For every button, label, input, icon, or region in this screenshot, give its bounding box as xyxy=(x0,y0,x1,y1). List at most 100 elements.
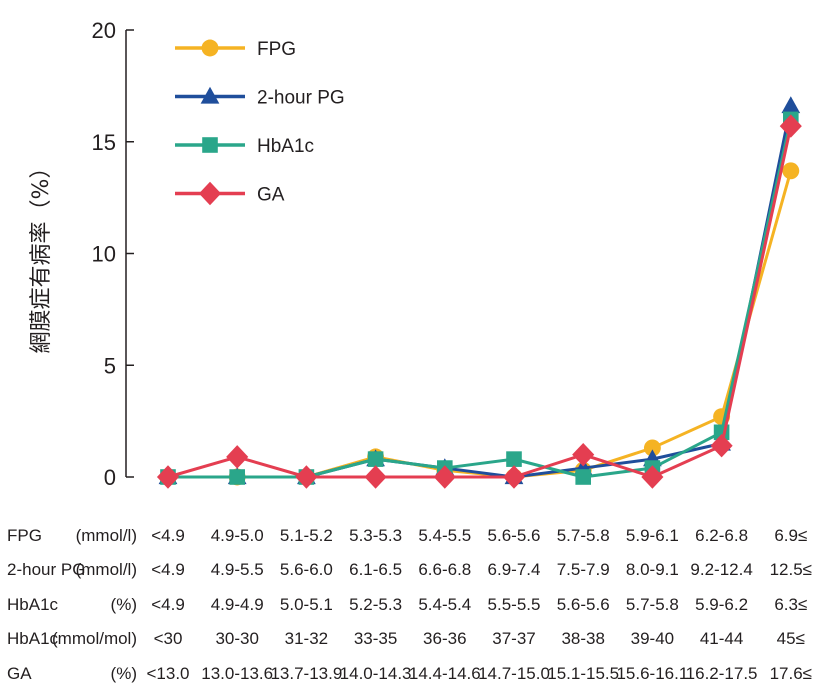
data-point xyxy=(782,162,800,180)
series-hba1c xyxy=(160,111,799,485)
table-cell: 5.0-5.1 xyxy=(279,594,333,614)
table-cell: 5.2-5.3 xyxy=(349,594,403,614)
legend-label: FPG xyxy=(257,39,296,60)
y-tick-label: 15 xyxy=(92,130,116,155)
table-cell: 4.9-5.0 xyxy=(210,526,264,545)
table-cell: 15.6-16.1 xyxy=(616,663,689,683)
legend-label: GA xyxy=(257,185,285,206)
table-cell: 5.1-5.2 xyxy=(279,526,333,545)
series-ga xyxy=(156,114,802,489)
data-point xyxy=(643,439,661,457)
y-tick-label: 10 xyxy=(92,242,116,267)
row-label: HbA1c xyxy=(7,629,59,649)
data-point xyxy=(367,451,384,467)
table-cell: 5.4-5.4 xyxy=(418,594,472,614)
table-cell: 5.4-5.5 xyxy=(418,526,472,545)
table-cell: 5.9-6.1 xyxy=(625,526,679,545)
table-cell: 41-44 xyxy=(699,629,744,649)
data-point xyxy=(433,465,456,489)
row-unit: (%) xyxy=(110,594,137,614)
table-cell: 14.0-14.3 xyxy=(339,663,412,683)
table-row: HbA1c (mmol/mol) <30 30-30 31-32 33-35 36-36 37… xyxy=(0,623,838,655)
table-cell: 13.0-13.6 xyxy=(201,663,274,683)
table-cell: 4.9-5.5 xyxy=(210,560,264,580)
table-cell: 38-38 xyxy=(561,629,605,649)
series-layer xyxy=(156,96,802,489)
table-cell: <4.9 xyxy=(151,594,185,614)
table-cell: 31-32 xyxy=(284,629,329,649)
legend-entry: GA xyxy=(175,181,285,206)
table-cell: <4.9 xyxy=(151,560,185,580)
table-cell: 6.1-6.5 xyxy=(349,560,403,580)
legend-marker xyxy=(200,86,220,104)
retinopathy-line-chart: 0 5 10 15 20 網膜症有病率（%） FPG 2-hour PG HbA1c GA xyxy=(29,18,802,490)
legend-label: HbA1c xyxy=(257,136,314,157)
legend-entry: HbA1c xyxy=(175,136,314,157)
data-point xyxy=(229,469,245,485)
row-unit: (%) xyxy=(110,663,137,683)
series-line xyxy=(167,125,793,479)
data-point xyxy=(779,114,802,138)
table-cell: 5.9-6.2 xyxy=(695,594,749,614)
chart-axes: 0 5 10 15 20 xyxy=(92,18,134,490)
table-cell: 5.6-6.0 xyxy=(279,560,333,580)
data-point xyxy=(641,465,664,489)
data-point xyxy=(156,465,180,489)
data-point xyxy=(781,96,801,114)
table-cell: 6.2-6.8 xyxy=(695,526,749,545)
y-tick-label: 5 xyxy=(104,353,116,378)
row-unit: (mmol/l) xyxy=(75,560,137,580)
y-axis-label: 網膜症有病率（%） xyxy=(29,157,54,354)
table-cell: 45≤ xyxy=(776,629,805,649)
row-unit: (mmol/mol) xyxy=(52,629,137,649)
data-point xyxy=(295,465,318,489)
table-cell: 16.2-17.5 xyxy=(685,663,758,683)
row-label: GA xyxy=(7,663,32,683)
legend-label: 2-hour PG xyxy=(257,88,345,109)
table-cell: 14.7-15.0 xyxy=(478,663,550,683)
legend-entry: 2-hour PG xyxy=(175,86,345,109)
series-line xyxy=(168,119,793,479)
table-row: FPG (mmol/l) <4.9 4.9-5.0 5.1-5.2 5.3-5.3 5.4-… xyxy=(0,520,838,552)
table-cell: 15.1-15.5 xyxy=(547,663,620,683)
table-cell: <13.0 xyxy=(146,663,190,683)
table-cell: 37-37 xyxy=(492,629,536,649)
table-row: 2-hour PG (mmol/l) <4.9 4.9-5.5 5.6-6.0 6.1-6… xyxy=(0,554,838,586)
table-cell: 5.5-5.5 xyxy=(487,594,541,614)
data-point xyxy=(364,465,387,489)
y-tick-label: 0 xyxy=(104,465,116,490)
table-cell: 5.6-5.6 xyxy=(487,526,541,545)
table-cell: 6.9≤ xyxy=(774,526,808,545)
table-cell: 5.6-5.6 xyxy=(556,594,610,614)
y-tick-label: 20 xyxy=(92,18,116,43)
data-point xyxy=(226,445,249,469)
table-cell: 7.5-7.9 xyxy=(556,560,610,580)
table-cell: 4.9-4.9 xyxy=(210,594,264,614)
legend-entry: FPG xyxy=(175,39,296,60)
data-point xyxy=(575,469,591,485)
data-point xyxy=(710,434,733,458)
table-cell: 14.4-14.6 xyxy=(408,663,481,683)
row-label: 2-hour PG xyxy=(7,560,86,580)
table-cell: <30 xyxy=(153,629,183,649)
table-cell: 36-36 xyxy=(423,629,467,649)
table-row: GA (%) <13.0 13.0-13.6 13.7-13.9 14.0-14.3 14.… xyxy=(0,658,838,690)
legend-marker xyxy=(202,137,218,153)
data-point xyxy=(502,465,526,489)
table-cell: 12.5≤ xyxy=(769,560,813,580)
table-cell: 5.7-5.8 xyxy=(625,594,679,614)
table-cell: 13.7-13.9 xyxy=(270,663,343,683)
table-cell: 6.9-7.4 xyxy=(487,560,541,580)
legend: FPG 2-hour PG HbA1c GA xyxy=(175,39,345,206)
table-cell: 17.6≤ xyxy=(769,663,813,683)
series-fpg xyxy=(159,162,800,486)
series-line xyxy=(168,170,793,479)
table-cell: 8.0-9.1 xyxy=(625,560,679,580)
row-label: FPG xyxy=(7,526,42,545)
legend-marker xyxy=(198,181,222,206)
table-cell: 39-40 xyxy=(630,629,675,649)
table-cell: 6.3≤ xyxy=(774,594,808,614)
legend-marker xyxy=(201,39,219,57)
data-point xyxy=(506,451,522,467)
row-unit: (mmol/l) xyxy=(75,526,137,545)
